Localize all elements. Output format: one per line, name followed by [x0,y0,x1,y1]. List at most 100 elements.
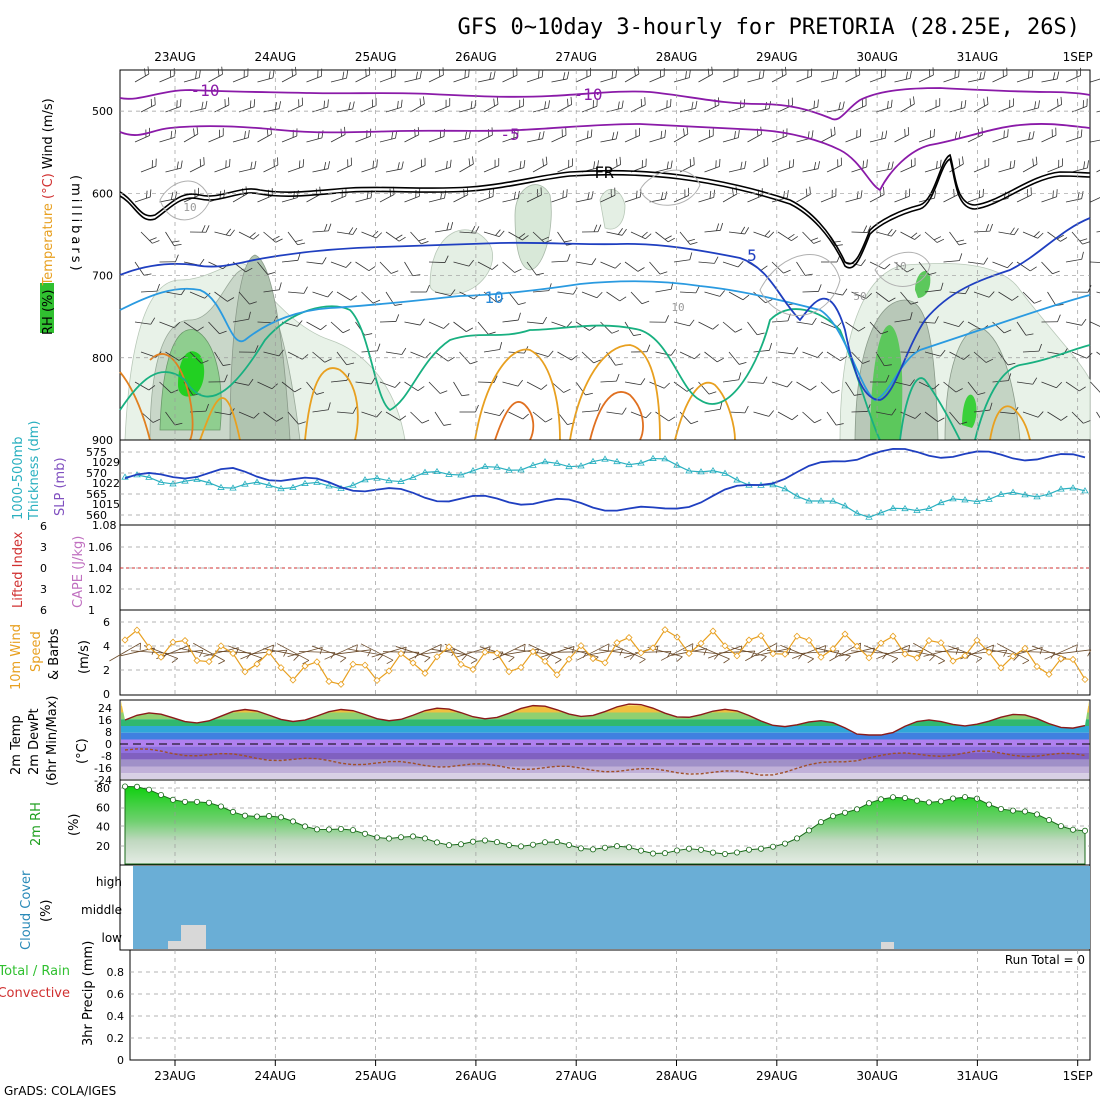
wind-speed-marker [865,654,873,662]
date-label: 27AUG [555,1069,597,1083]
wind-barb [428,67,444,83]
rh-marker [602,844,609,851]
rh-label: 2m RH [29,802,44,846]
thickness-marker [469,467,477,474]
wind-speed-marker [973,636,981,644]
wind-barb [483,229,505,238]
upper-label-part: RH (%) [41,285,56,335]
wind-barb [900,291,919,305]
wind-barb [159,254,179,263]
wind-barb [704,351,724,363]
wind-tick: 2 [103,664,110,677]
rh-marker [998,806,1005,813]
wind-barb [655,411,676,422]
thickness-marker [373,474,381,481]
wind-barb [257,261,276,275]
wind-barb [287,411,306,425]
wind-barb [753,410,775,417]
wind-barb [771,66,787,83]
thickness-marker [493,463,501,470]
wind-barb [845,321,866,332]
rh-marker [481,837,488,844]
wind-speed-marker [745,636,753,644]
wind-speed-marker [625,633,633,642]
wind-barb [851,159,868,173]
wind-barb [355,67,371,83]
wind-speed-marker [157,653,165,661]
temperature-contours [119,87,1091,441]
surface-wind-barbs [109,642,1092,665]
rh-marker [950,795,957,802]
rh-marker [229,808,236,815]
rh-marker [590,846,597,853]
wind-barb [894,127,910,143]
wind-barb [526,69,544,83]
thickness-marker [1081,487,1089,494]
thickness-marker [889,504,897,511]
wind-barb [802,351,824,358]
rh-marker [782,840,789,847]
thickness-marker [277,484,285,492]
wind-barb [796,68,813,83]
wind-speed-marker [541,657,549,665]
date-label: 27AUG [555,50,597,64]
rh-marker [313,826,320,833]
wind-barb [973,291,995,298]
rh-marker [566,842,573,849]
thickness-marker [565,462,573,470]
wind-barb [428,255,449,263]
wind-barb [508,291,526,305]
wind-barb [1096,107,1100,113]
wind-barb [673,319,695,327]
wind-barb [998,159,1016,173]
wind-barb [167,650,204,657]
date-label: 1SEP [1063,1069,1093,1083]
wind-barb [679,231,698,245]
wind-barb [722,372,742,383]
rh-marker [373,834,380,841]
wind-speed-marker [841,630,849,638]
temp-label-a: 2m Temp [9,715,24,775]
wind-barb [508,159,526,173]
wind-barb [851,225,872,233]
precip-tick: 0.4 [107,1010,125,1023]
wind-barb [183,126,199,143]
wind-barb [722,68,739,83]
wind-barb [355,377,376,385]
wind-barb [410,284,430,293]
wind-barb [820,126,836,143]
temp-line [124,703,1086,736]
wind-barb [385,231,406,242]
wind-speed-marker [457,660,465,668]
wind-barb [428,381,448,394]
thickness-marker [253,478,261,485]
wind-barb [336,227,358,235]
upper-label-part: Temperature [41,199,56,286]
thickness-marker [985,495,993,502]
wind-barb [159,68,175,83]
wind-barb [771,128,788,143]
precip-tick: 0.2 [107,1032,125,1045]
wind-speed-marker [277,664,285,672]
wind-barb [477,261,499,270]
wind-tick: 4 [103,640,110,653]
date-label: 24AUG [255,50,297,64]
wind-barb [973,223,993,233]
wind-barb [312,223,332,233]
wind-barb [526,381,548,390]
rh-marker [122,783,129,790]
wind-barb [894,312,913,323]
wind-barb [1047,96,1063,113]
wind-barb [263,411,284,422]
thickness-tick: 570 [86,467,107,480]
wind-barb [624,127,641,143]
wind-barb [698,381,717,395]
rh-marker [277,814,284,821]
wind-barb [649,261,668,275]
wind-barb [453,321,474,332]
wind-barb [820,381,840,394]
rh-marker [902,794,909,801]
wind-barb [802,411,822,424]
wind-barb [526,131,545,143]
wind-barb [214,158,231,173]
